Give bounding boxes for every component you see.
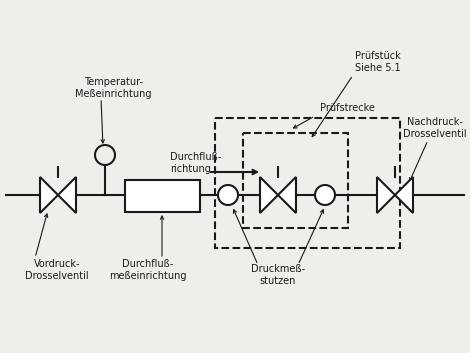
Text: Temperatur-
Meßeinrichtung: Temperatur- Meßeinrichtung: [75, 77, 151, 99]
Bar: [215, 118, 400, 248]
Polygon shape: [58, 177, 76, 213]
Circle shape: [218, 185, 238, 205]
Text: Prüfstück
Siehe 5.1: Prüfstück Siehe 5.1: [355, 51, 401, 73]
Bar: [243, 133, 348, 228]
Polygon shape: [260, 177, 278, 213]
Polygon shape: [278, 177, 296, 213]
Polygon shape: [40, 177, 58, 213]
Polygon shape: [395, 177, 413, 213]
Circle shape: [315, 185, 335, 205]
Text: Durchfluß-
richtung: Durchfluß- richtung: [170, 152, 221, 174]
Text: Prüfstrecke: Prüfstrecke: [320, 103, 375, 113]
Bar: [125, 180, 200, 212]
Text: Druckmeß-
stutzen: Druckmeß- stutzen: [251, 264, 305, 286]
Polygon shape: [377, 177, 395, 213]
Text: Vordruck-
Drosselventil: Vordruck- Drosselventil: [25, 259, 89, 281]
Text: Nachdruck-
Drosselventil: Nachdruck- Drosselventil: [403, 117, 467, 139]
Text: Durchfluß-
meßeinrichtung: Durchfluß- meßeinrichtung: [109, 259, 187, 281]
